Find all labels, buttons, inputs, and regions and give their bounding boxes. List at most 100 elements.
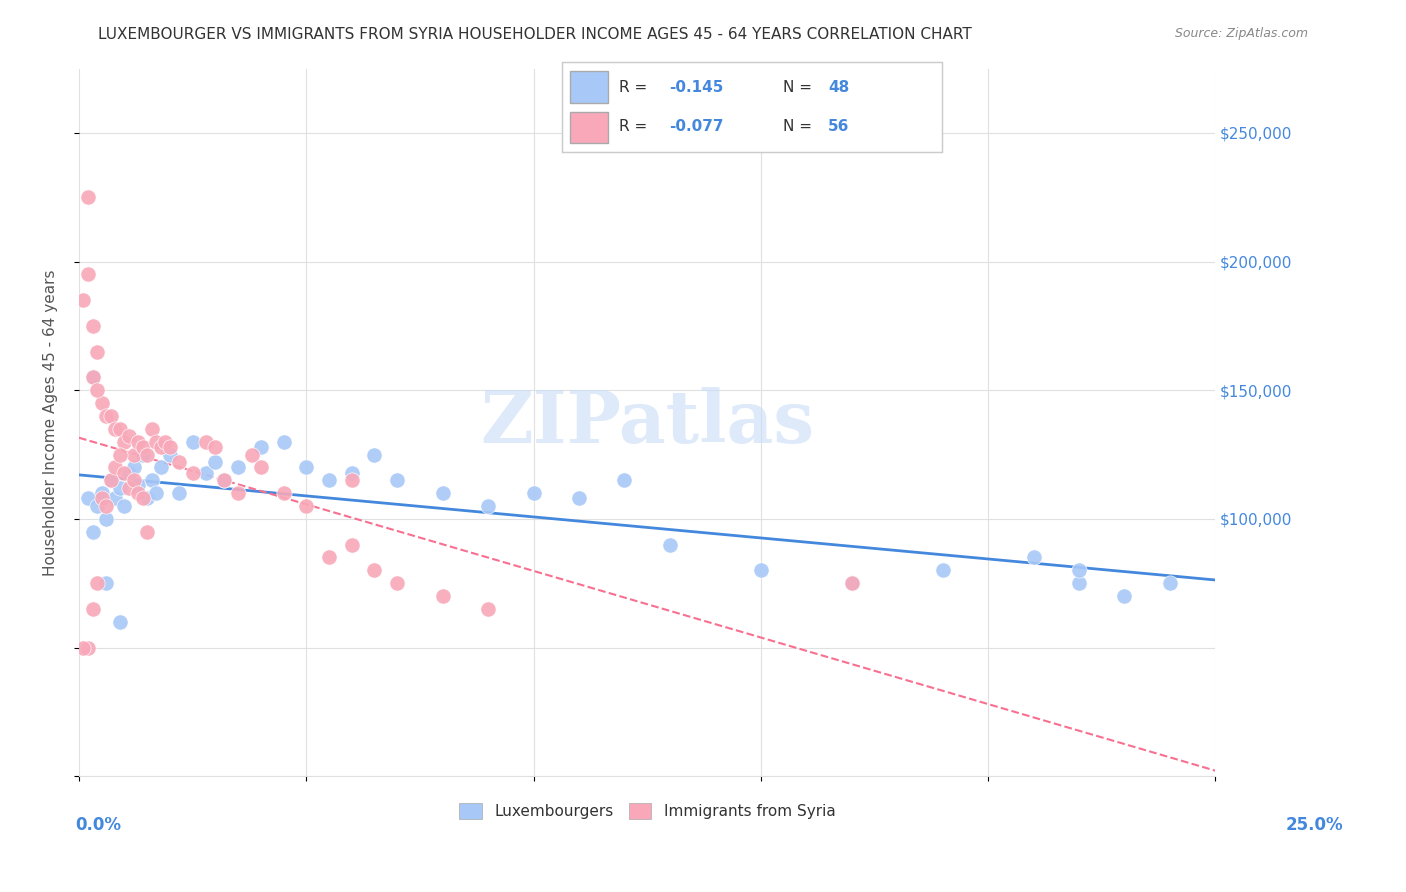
Point <box>167 455 190 469</box>
Point <box>108 422 131 436</box>
Point <box>118 429 141 443</box>
Point <box>214 473 236 487</box>
Point <box>136 448 159 462</box>
Point <box>1159 576 1181 591</box>
Point <box>363 563 385 577</box>
Point <box>72 293 94 307</box>
Point <box>145 434 167 449</box>
Point <box>226 460 249 475</box>
Point <box>122 473 145 487</box>
Point <box>181 434 204 449</box>
Point <box>82 370 104 384</box>
Point <box>136 524 159 539</box>
Point <box>295 460 318 475</box>
Point <box>340 473 363 487</box>
Point <box>112 466 135 480</box>
Point <box>122 448 145 462</box>
Point <box>477 602 499 616</box>
Text: 25.0%: 25.0% <box>1286 816 1343 834</box>
Point <box>318 473 340 487</box>
Point <box>86 576 108 591</box>
Point <box>568 491 591 506</box>
Point <box>318 550 340 565</box>
Text: 56: 56 <box>828 120 849 134</box>
Point <box>77 190 100 204</box>
Point <box>118 466 141 480</box>
Text: ZIPatlas: ZIPatlas <box>479 387 814 458</box>
Point <box>86 344 108 359</box>
Point <box>96 499 118 513</box>
Point <box>112 499 135 513</box>
Point <box>86 383 108 397</box>
Point <box>131 440 153 454</box>
Point <box>82 602 104 616</box>
Point <box>749 563 772 577</box>
Point <box>96 409 118 423</box>
FancyBboxPatch shape <box>569 71 607 103</box>
Point <box>100 409 122 423</box>
Point <box>104 491 127 506</box>
Text: -0.145: -0.145 <box>669 80 723 95</box>
Point <box>340 466 363 480</box>
Text: 48: 48 <box>828 80 849 95</box>
Text: N =: N = <box>783 80 817 95</box>
Point <box>226 486 249 500</box>
Point <box>77 640 100 655</box>
Point <box>108 615 131 629</box>
Point <box>204 440 226 454</box>
Point <box>131 491 153 506</box>
Point <box>96 512 118 526</box>
Point <box>477 499 499 513</box>
Point <box>86 499 108 513</box>
Point <box>122 460 145 475</box>
Point <box>77 491 100 506</box>
Point <box>181 466 204 480</box>
Point <box>295 499 318 513</box>
Point <box>214 473 236 487</box>
Point <box>204 455 226 469</box>
Point <box>108 481 131 495</box>
Point <box>432 486 454 500</box>
Text: N =: N = <box>783 120 817 134</box>
Point <box>104 422 127 436</box>
Y-axis label: Householder Income Ages 45 - 64 years: Householder Income Ages 45 - 64 years <box>44 269 58 575</box>
Point <box>363 448 385 462</box>
Point <box>82 524 104 539</box>
Point <box>104 460 127 475</box>
Point <box>658 538 681 552</box>
Point <box>385 576 408 591</box>
Point <box>195 466 218 480</box>
Point <box>167 486 190 500</box>
Point <box>141 473 163 487</box>
Point <box>931 563 953 577</box>
Point <box>155 434 177 449</box>
Point <box>841 576 863 591</box>
Point <box>385 473 408 487</box>
Point <box>1067 576 1090 591</box>
Point <box>108 448 131 462</box>
Point <box>1067 563 1090 577</box>
Point <box>90 396 112 410</box>
Point <box>127 486 149 500</box>
Point <box>1114 589 1136 603</box>
Point <box>841 576 863 591</box>
Point <box>273 434 295 449</box>
Point <box>340 538 363 552</box>
Point <box>159 440 181 454</box>
Point <box>195 434 218 449</box>
Point <box>82 318 104 333</box>
Text: R =: R = <box>619 120 652 134</box>
Point <box>613 473 636 487</box>
Point <box>141 422 163 436</box>
Point <box>522 486 544 500</box>
Point <box>77 268 100 282</box>
Point <box>100 473 122 487</box>
Text: 0.0%: 0.0% <box>76 816 121 834</box>
Text: Source: ZipAtlas.com: Source: ZipAtlas.com <box>1174 27 1308 40</box>
Point <box>432 589 454 603</box>
Point <box>100 473 122 487</box>
Legend: Luxembourgers, Immigrants from Syria: Luxembourgers, Immigrants from Syria <box>453 797 842 825</box>
Point <box>90 486 112 500</box>
Point <box>149 440 172 454</box>
Point <box>145 486 167 500</box>
